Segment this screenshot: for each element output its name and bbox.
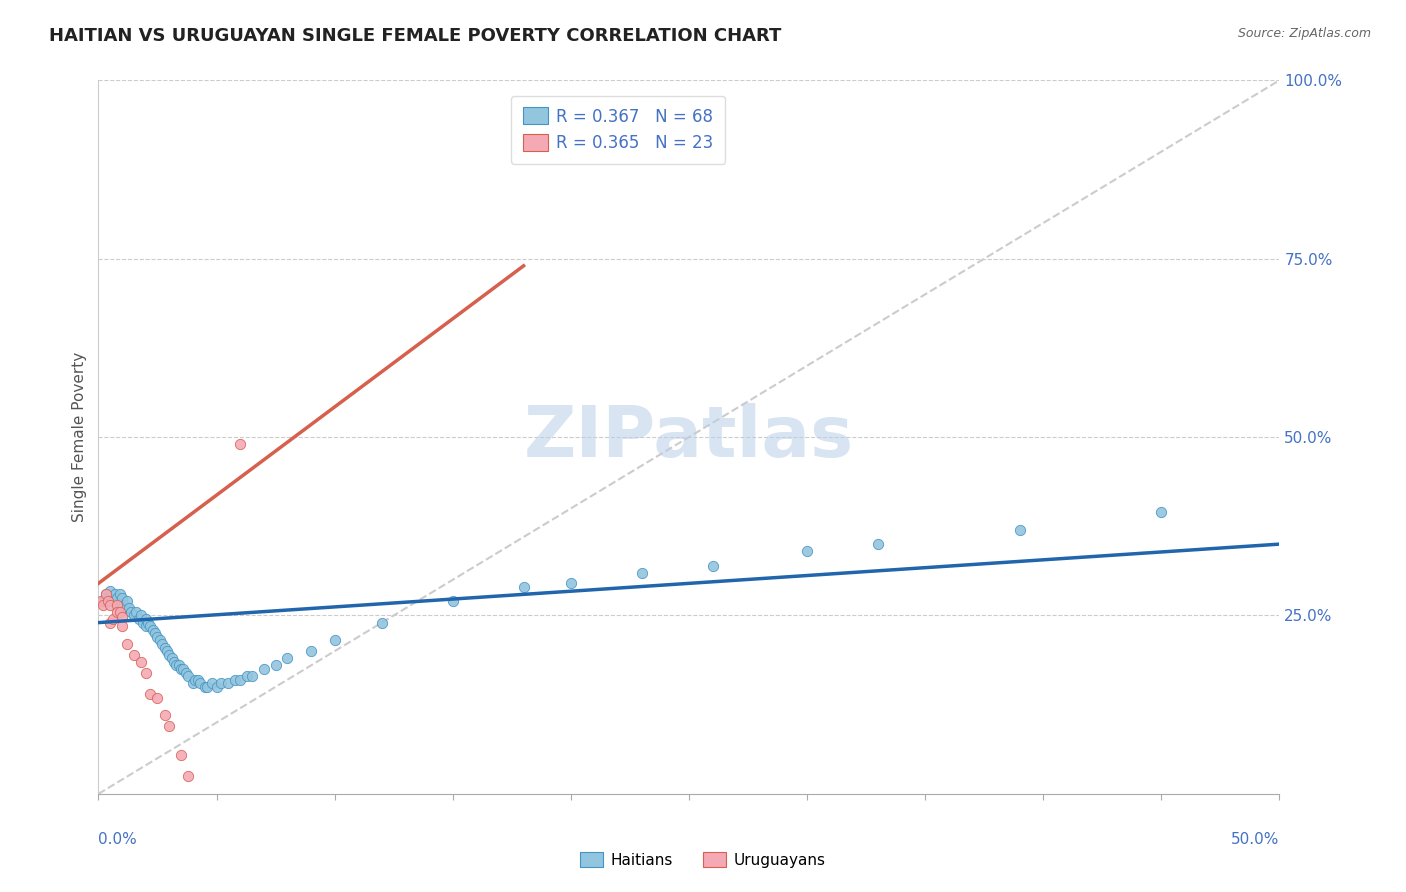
Point xyxy=(115,594,138,608)
Text: ZIPatlas: ZIPatlas xyxy=(524,402,853,472)
Point xyxy=(98,583,121,598)
Point xyxy=(195,680,218,694)
Point xyxy=(146,690,169,705)
Point xyxy=(125,605,148,619)
Point xyxy=(229,673,252,687)
Text: HAITIAN VS URUGUAYAN SINGLE FEMALE POVERTY CORRELATION CHART: HAITIAN VS URUGUAYAN SINGLE FEMALE POVER… xyxy=(49,27,782,45)
Point xyxy=(149,633,172,648)
Text: 0.0%: 0.0% xyxy=(98,832,138,847)
Point xyxy=(224,673,246,687)
Point xyxy=(142,623,165,637)
Legend: Haitians, Uruguayans: Haitians, Uruguayans xyxy=(572,844,834,875)
Point xyxy=(229,437,252,451)
Point xyxy=(194,680,217,694)
Point xyxy=(866,537,889,551)
Y-axis label: Single Female Poverty: Single Female Poverty xyxy=(72,352,87,522)
Point xyxy=(111,619,134,633)
Point xyxy=(253,662,276,676)
Point xyxy=(105,605,128,619)
Point xyxy=(170,747,193,762)
Point xyxy=(181,676,204,690)
Point xyxy=(91,598,114,612)
Point xyxy=(177,769,200,783)
Legend: R = 0.367   N = 68, R = 0.365   N = 23: R = 0.367 N = 68, R = 0.365 N = 23 xyxy=(512,95,725,164)
Point xyxy=(135,612,157,626)
Text: 50.0%: 50.0% xyxy=(1232,832,1279,847)
Point xyxy=(94,587,117,601)
Point xyxy=(128,612,150,626)
Text: Source: ZipAtlas.com: Source: ZipAtlas.com xyxy=(1237,27,1371,40)
Point xyxy=(264,658,287,673)
Point xyxy=(122,608,145,623)
Point xyxy=(201,676,224,690)
Point xyxy=(1150,505,1173,519)
Point xyxy=(174,665,197,680)
Point xyxy=(98,598,121,612)
Point xyxy=(111,610,134,624)
Point xyxy=(170,662,193,676)
Point xyxy=(299,644,322,658)
Point xyxy=(796,544,818,558)
Point xyxy=(150,637,173,651)
Point xyxy=(111,591,134,605)
Point xyxy=(187,673,209,687)
Point xyxy=(172,662,194,676)
Point xyxy=(139,619,162,633)
Point xyxy=(97,594,120,608)
Point xyxy=(129,608,152,623)
Point xyxy=(153,708,176,723)
Point xyxy=(157,648,180,662)
Point xyxy=(105,598,128,612)
Point xyxy=(156,644,179,658)
Point xyxy=(167,658,190,673)
Point xyxy=(163,655,186,669)
Point xyxy=(512,580,534,594)
Point xyxy=(105,591,128,605)
Point xyxy=(240,669,263,683)
Point xyxy=(323,633,346,648)
Point xyxy=(153,640,176,655)
Point xyxy=(94,587,117,601)
Point xyxy=(122,648,145,662)
Point xyxy=(205,680,228,694)
Point xyxy=(136,615,159,630)
Point xyxy=(112,598,135,612)
Point xyxy=(630,566,652,580)
Point xyxy=(135,665,157,680)
Point xyxy=(165,658,187,673)
Point xyxy=(560,576,582,591)
Point xyxy=(1008,523,1031,537)
Point xyxy=(157,719,180,733)
Point xyxy=(160,651,183,665)
Point xyxy=(108,605,131,619)
Point xyxy=(129,655,152,669)
Point xyxy=(209,676,232,690)
Point xyxy=(441,594,464,608)
Point xyxy=(97,591,120,605)
Point xyxy=(135,619,157,633)
Point xyxy=(371,615,394,630)
Point xyxy=(118,601,141,615)
Point xyxy=(115,637,138,651)
Point xyxy=(276,651,298,665)
Point xyxy=(139,687,162,701)
Point xyxy=(702,558,724,573)
Point xyxy=(101,594,124,608)
Point xyxy=(108,587,131,601)
Point xyxy=(121,605,143,619)
Point xyxy=(111,601,134,615)
Point xyxy=(90,594,112,608)
Point xyxy=(177,669,200,683)
Point xyxy=(143,626,166,640)
Point xyxy=(146,630,169,644)
Point xyxy=(184,673,207,687)
Point xyxy=(236,669,259,683)
Point xyxy=(132,615,155,630)
Point xyxy=(104,587,127,601)
Point xyxy=(217,676,239,690)
Point xyxy=(101,612,124,626)
Point xyxy=(91,594,114,608)
Point xyxy=(98,615,121,630)
Point xyxy=(188,676,211,690)
